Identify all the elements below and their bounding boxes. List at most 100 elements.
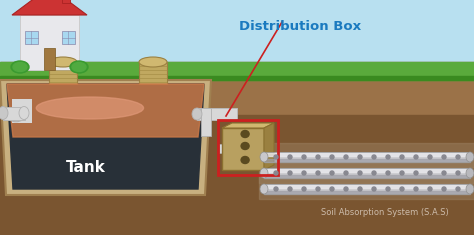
- Ellipse shape: [19, 106, 29, 120]
- Ellipse shape: [330, 187, 334, 191]
- Bar: [264, 168, 470, 178]
- Ellipse shape: [358, 187, 362, 191]
- Ellipse shape: [139, 57, 167, 67]
- Bar: [20, 15, 79, 70]
- Bar: [259, 143, 474, 167]
- Ellipse shape: [274, 187, 278, 191]
- Ellipse shape: [400, 187, 404, 191]
- Bar: [201, 108, 211, 136]
- Bar: [0, 0, 474, 62]
- Bar: [62, 0, 70, 3]
- Bar: [3, 107, 25, 120]
- Ellipse shape: [428, 187, 432, 191]
- Polygon shape: [12, 0, 87, 15]
- Ellipse shape: [192, 108, 202, 120]
- Bar: [0, 115, 474, 235]
- Ellipse shape: [456, 171, 460, 175]
- Ellipse shape: [36, 97, 144, 119]
- Bar: [44, 48, 55, 70]
- Bar: [0, 62, 474, 80]
- Ellipse shape: [358, 155, 362, 159]
- Ellipse shape: [11, 61, 29, 73]
- Ellipse shape: [358, 171, 362, 175]
- Bar: [0, 76, 474, 80]
- Ellipse shape: [344, 187, 348, 191]
- Bar: [264, 191, 470, 194]
- Ellipse shape: [466, 152, 474, 162]
- Bar: [259, 159, 474, 183]
- Ellipse shape: [241, 130, 249, 137]
- Bar: [12, 99, 32, 123]
- Ellipse shape: [316, 155, 320, 159]
- Ellipse shape: [288, 171, 292, 175]
- Ellipse shape: [330, 171, 334, 175]
- Ellipse shape: [372, 155, 376, 159]
- Ellipse shape: [49, 57, 77, 67]
- Ellipse shape: [274, 155, 278, 159]
- Ellipse shape: [260, 168, 268, 178]
- Ellipse shape: [302, 155, 306, 159]
- Ellipse shape: [442, 155, 446, 159]
- Ellipse shape: [400, 171, 404, 175]
- Polygon shape: [0, 80, 211, 195]
- Bar: [264, 152, 470, 162]
- Ellipse shape: [414, 187, 418, 191]
- Bar: [264, 168, 470, 178]
- Bar: [197, 108, 237, 120]
- Ellipse shape: [400, 155, 404, 159]
- Ellipse shape: [466, 168, 474, 178]
- Polygon shape: [7, 84, 204, 189]
- Ellipse shape: [456, 187, 460, 191]
- Ellipse shape: [344, 171, 348, 175]
- Bar: [264, 184, 470, 194]
- Ellipse shape: [372, 171, 376, 175]
- Ellipse shape: [414, 155, 418, 159]
- Bar: [264, 153, 470, 156]
- Ellipse shape: [386, 171, 390, 175]
- Text: Soil Absorption System (S.A.S): Soil Absorption System (S.A.S): [321, 208, 449, 217]
- Ellipse shape: [372, 187, 376, 191]
- Ellipse shape: [241, 142, 249, 149]
- Ellipse shape: [428, 155, 432, 159]
- Ellipse shape: [344, 155, 348, 159]
- Bar: [139, 62, 167, 84]
- Bar: [62, 31, 75, 44]
- Ellipse shape: [316, 187, 320, 191]
- Bar: [264, 184, 470, 194]
- Ellipse shape: [288, 155, 292, 159]
- Ellipse shape: [414, 171, 418, 175]
- Polygon shape: [7, 84, 204, 137]
- Ellipse shape: [442, 171, 446, 175]
- Ellipse shape: [70, 61, 88, 73]
- Ellipse shape: [302, 171, 306, 175]
- Ellipse shape: [316, 171, 320, 175]
- Ellipse shape: [0, 106, 8, 120]
- Bar: [222, 128, 264, 170]
- Ellipse shape: [302, 187, 306, 191]
- Ellipse shape: [386, 155, 390, 159]
- Bar: [0, 62, 474, 235]
- Polygon shape: [222, 123, 274, 128]
- Ellipse shape: [330, 155, 334, 159]
- Bar: [264, 168, 470, 172]
- Bar: [219, 144, 222, 153]
- Ellipse shape: [456, 155, 460, 159]
- Bar: [25, 31, 38, 44]
- Bar: [264, 184, 470, 188]
- Ellipse shape: [13, 63, 27, 71]
- Bar: [259, 175, 474, 199]
- Ellipse shape: [7, 108, 25, 122]
- Ellipse shape: [466, 184, 474, 194]
- Ellipse shape: [260, 152, 268, 162]
- Ellipse shape: [260, 184, 268, 194]
- Bar: [218, 120, 278, 175]
- Ellipse shape: [274, 171, 278, 175]
- Text: Distribution Box: Distribution Box: [239, 20, 361, 33]
- Bar: [264, 175, 470, 178]
- Ellipse shape: [72, 63, 86, 71]
- Ellipse shape: [442, 187, 446, 191]
- Bar: [264, 159, 470, 162]
- Ellipse shape: [428, 171, 432, 175]
- Ellipse shape: [241, 157, 249, 164]
- Bar: [49, 62, 77, 84]
